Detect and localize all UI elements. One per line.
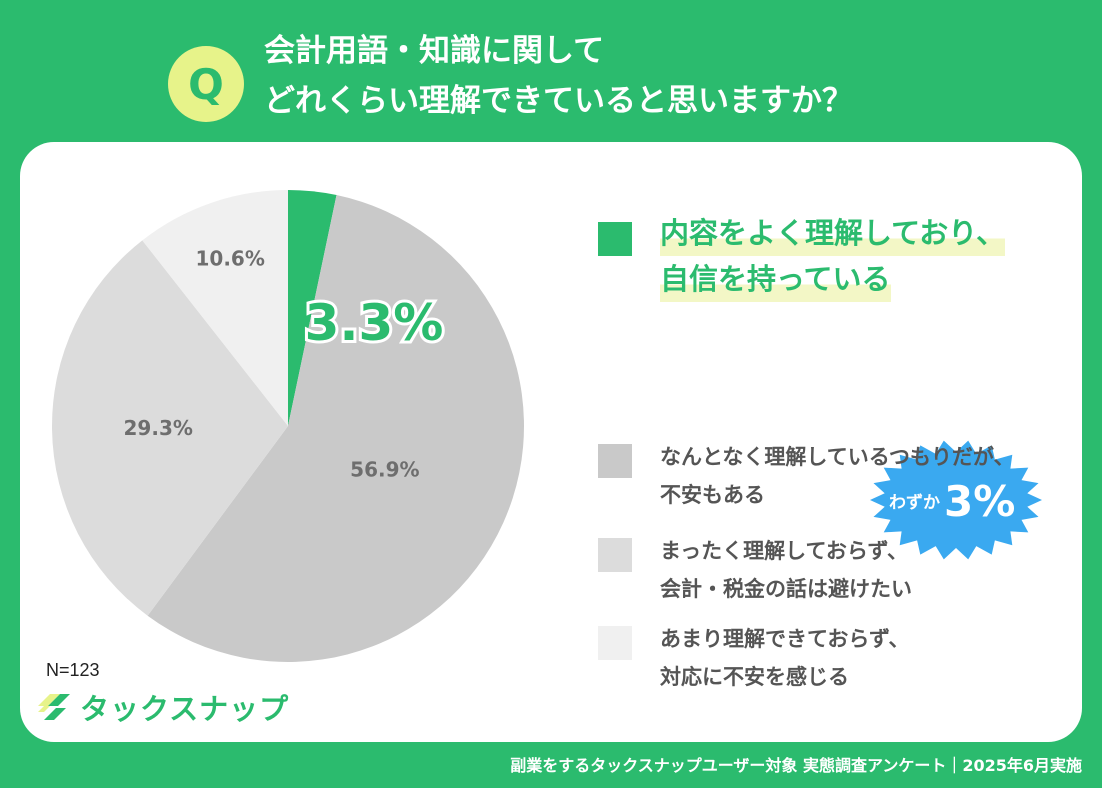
sample-size: N=123 (46, 660, 100, 680)
callout-prefix: わずか (889, 493, 940, 513)
legend-label-confident-line1: 内容をよく理解しており、 (660, 210, 1006, 256)
slice-confident (288, 190, 337, 426)
callout-starburst: わずか 3% (870, 440, 1042, 560)
label-somewhat: 56.9% (350, 458, 419, 482)
logo-text: タックスナップ (80, 692, 290, 726)
legend-label-not-at-all: まったく理解しておらず、 会計・税金の話は避けたい (660, 532, 912, 608)
legend-label-not-much-line2: 対応に不安を感じる (660, 665, 849, 689)
taxnap-logo-icon (38, 694, 70, 720)
legend-label-not-much-line1: あまり理解できておらず、 (660, 627, 910, 651)
slice-not-much (142, 190, 288, 426)
slice-somewhat (147, 195, 524, 662)
legend-label-not-much: あまり理解できておらず、 対応に不安を感じる (660, 620, 909, 696)
legend-swatch-not-at-all (598, 538, 632, 572)
legend-swatch-somewhat (598, 444, 632, 478)
legend-label-confident-line2: 自信を持っている (660, 256, 891, 302)
legend-swatch-not-much (598, 626, 632, 660)
question-title-line1: 会計用語・知識に関して (264, 33, 605, 69)
label-not-much: 10.6% (196, 247, 265, 271)
legend-label-somewhat-line1: なんとなく理解しているつもりだが、 (660, 445, 1015, 469)
legend-label-somewhat-line2: 不安もある (660, 483, 765, 507)
question-title: 会計用語・知識に関して どれくらい理解できていると思いますか？ (264, 26, 853, 126)
callout-value: 3% (944, 477, 1015, 526)
label-not-at-all: 29.3% (124, 416, 193, 440)
chart-card: 3.3% 56.9% 29.3% 10.6% 内容をよく理解しており、 自信を持ってい… (20, 142, 1082, 742)
legend-label-somewhat: なんとなく理解しているつもりだが、 不安もある (660, 438, 1014, 514)
footer-note: 副業をするタックスナップユーザー対象 実態調査アンケート｜2025年6月実施 (510, 756, 1082, 775)
q-badge: Q (168, 46, 244, 122)
legend-swatch-confident (598, 222, 632, 256)
question-title-line2: どれくらい理解できていると思いますか？ (264, 83, 853, 119)
label-confident: 3.3% (305, 294, 444, 352)
slice-not-at-all (51, 240, 289, 616)
legend-label-not-at-all-line2: 会計・税金の話は避けたい (660, 577, 912, 601)
taxnap-logo: タックスナップ (34, 686, 289, 728)
legend-label-confident: 内容をよく理解しており、 自信を持っている (660, 210, 1006, 302)
pie-chart: 3.3% 56.9% 29.3% 10.6% (51, 190, 524, 662)
starburst-shape (870, 440, 1042, 560)
legend-label-not-at-all-line1: まったく理解しておらず、 (660, 539, 909, 563)
